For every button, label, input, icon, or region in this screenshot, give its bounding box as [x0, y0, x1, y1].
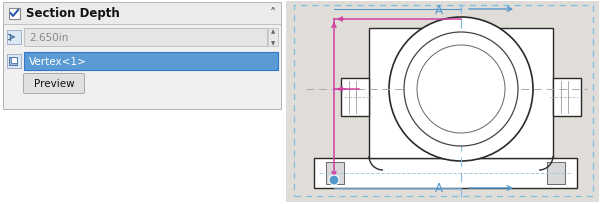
Bar — [3, 3, 281, 25]
Bar — [9, 8, 20, 19]
Bar — [7, 31, 21, 45]
Text: Section Depth: Section Depth — [26, 8, 120, 20]
Bar — [294, 6, 593, 196]
Bar — [314, 158, 577, 188]
Text: A: A — [435, 3, 443, 16]
Circle shape — [389, 18, 533, 161]
Bar — [286, 2, 599, 202]
Circle shape — [417, 46, 505, 133]
Bar — [24, 53, 278, 71]
Bar — [3, 3, 281, 110]
Bar — [11, 58, 17, 64]
Bar — [9, 58, 17, 66]
Bar — [268, 29, 278, 47]
Bar — [326, 162, 344, 184]
Bar — [553, 79, 581, 116]
Circle shape — [404, 33, 518, 146]
Text: 2.650in: 2.650in — [29, 33, 69, 43]
FancyBboxPatch shape — [23, 74, 85, 94]
Circle shape — [329, 175, 339, 185]
Text: Preview: Preview — [34, 79, 75, 89]
Bar — [24, 29, 267, 47]
Text: Vertex<1>: Vertex<1> — [29, 57, 87, 67]
Bar — [341, 79, 369, 116]
Text: A: A — [435, 182, 443, 195]
Text: ▲: ▲ — [271, 29, 275, 34]
Text: ˄: ˄ — [270, 8, 276, 20]
Bar — [7, 55, 21, 69]
Bar — [547, 162, 565, 184]
Text: ▼: ▼ — [271, 41, 275, 46]
Bar — [369, 29, 553, 158]
